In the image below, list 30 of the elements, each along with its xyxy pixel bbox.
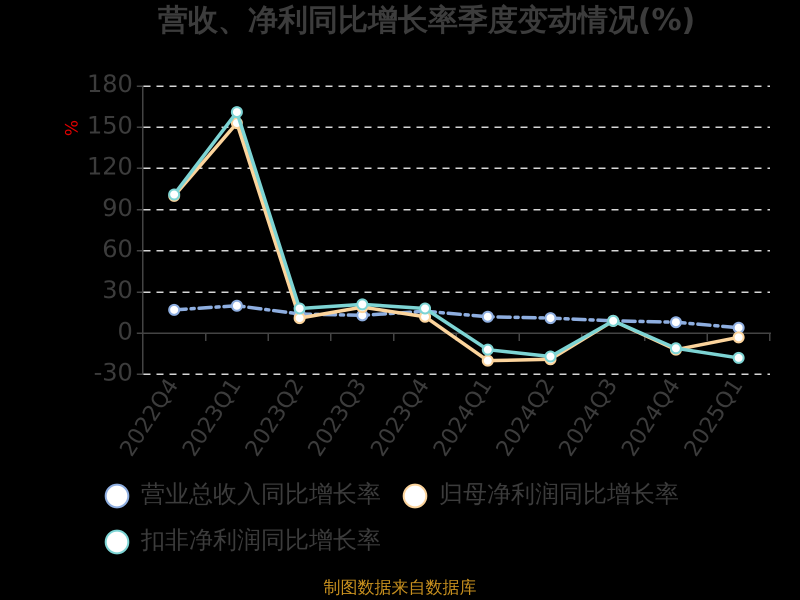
point bbox=[482, 354, 494, 367]
legend-label: 归母净利润同比增长率 bbox=[439, 480, 679, 508]
point bbox=[294, 302, 306, 314]
point bbox=[544, 312, 556, 324]
chart-title: 营收、净利同比增长率季度变动情况(%) bbox=[158, 2, 696, 38]
y-tick-label: 150 bbox=[86, 111, 133, 140]
point bbox=[544, 350, 556, 363]
y-axis-title: % bbox=[62, 120, 82, 136]
y-tick-label: 60 bbox=[102, 235, 133, 264]
legend-label: 扣非净利润同比增长率 bbox=[140, 526, 381, 554]
point bbox=[168, 304, 180, 316]
y-tick-label: -30 bbox=[94, 358, 133, 387]
point bbox=[670, 316, 682, 328]
legend-label: 营业总收入同比增长率 bbox=[141, 480, 381, 508]
point bbox=[294, 312, 306, 324]
y-tick-label: 30 bbox=[102, 276, 133, 304]
point bbox=[419, 302, 432, 314]
point bbox=[482, 344, 494, 356]
y-tick-label: 120 bbox=[86, 152, 133, 181]
point bbox=[732, 322, 745, 334]
point bbox=[482, 310, 494, 323]
point bbox=[732, 331, 745, 344]
y-tick-label: 180 bbox=[86, 70, 133, 98]
text: 制图数据来自数据库 bbox=[322, 578, 478, 598]
y-tick-label: 0 bbox=[118, 317, 133, 346]
y-tick-label: 90 bbox=[102, 194, 133, 222]
point bbox=[732, 352, 745, 364]
point bbox=[356, 298, 368, 310]
point bbox=[230, 106, 243, 118]
point bbox=[230, 300, 243, 312]
